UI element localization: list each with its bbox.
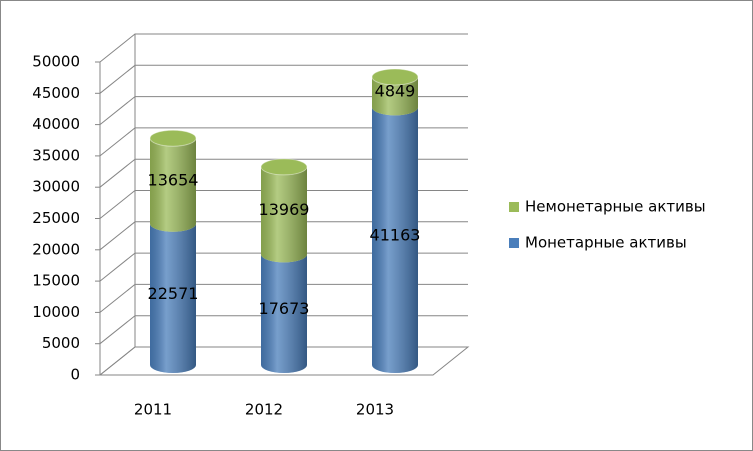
legend-swatch xyxy=(509,202,519,212)
grid-line xyxy=(99,33,468,63)
x-tick-label: 2012 xyxy=(245,401,283,419)
legend-label: Немонетарные активы xyxy=(525,198,706,216)
grid-line xyxy=(99,346,468,376)
data-label: 4849 xyxy=(375,82,416,101)
grid-line xyxy=(99,127,468,157)
cylinder-top xyxy=(371,68,419,86)
cylinder-shade xyxy=(150,138,196,232)
plot: 0 5000 10000 15000 20000 25000 30000 35000 40000… xyxy=(32,33,706,419)
cylinder-shade xyxy=(261,166,307,263)
y-tick-label: 35000 xyxy=(32,146,80,164)
data-label: 13654 xyxy=(148,170,199,189)
data-label: 13969 xyxy=(259,200,310,219)
y-tick-label: 0 xyxy=(70,366,80,384)
cylinder-shade xyxy=(261,254,307,373)
cylinder-top xyxy=(260,158,308,176)
legend-swatch xyxy=(509,238,519,248)
y-tick-label: 25000 xyxy=(32,209,80,227)
grid-line xyxy=(99,158,468,188)
y-tick-label: 20000 xyxy=(32,240,80,258)
cylinder-top xyxy=(149,129,197,147)
y-tick-label: 45000 xyxy=(32,84,80,102)
y-tick-label: 50000 xyxy=(32,53,80,71)
cylinder-shade xyxy=(372,76,418,116)
x-tick-label: 2011 xyxy=(134,401,172,419)
grid-line xyxy=(99,64,468,94)
y-tick-label: 15000 xyxy=(32,272,80,290)
grid-line xyxy=(99,315,468,345)
grid-line xyxy=(99,221,468,251)
grid-line xyxy=(99,252,468,282)
y-tick-label: 10000 xyxy=(32,303,80,321)
y-tick-label: 40000 xyxy=(32,115,80,133)
legend-label: Монетарные активы xyxy=(525,234,687,252)
cylinder-shade xyxy=(150,223,196,373)
data-label: 22571 xyxy=(148,284,199,303)
x-tick-label: 2013 xyxy=(356,401,394,419)
y-tick-label: 5000 xyxy=(42,334,80,352)
cylinder-shade xyxy=(372,107,418,374)
grid-line xyxy=(99,283,468,313)
y-tick-label: 30000 xyxy=(32,178,80,196)
data-label: 41163 xyxy=(370,226,421,245)
grid-line xyxy=(99,190,468,219)
data-label: 17673 xyxy=(259,299,310,318)
grid-line xyxy=(99,96,468,125)
